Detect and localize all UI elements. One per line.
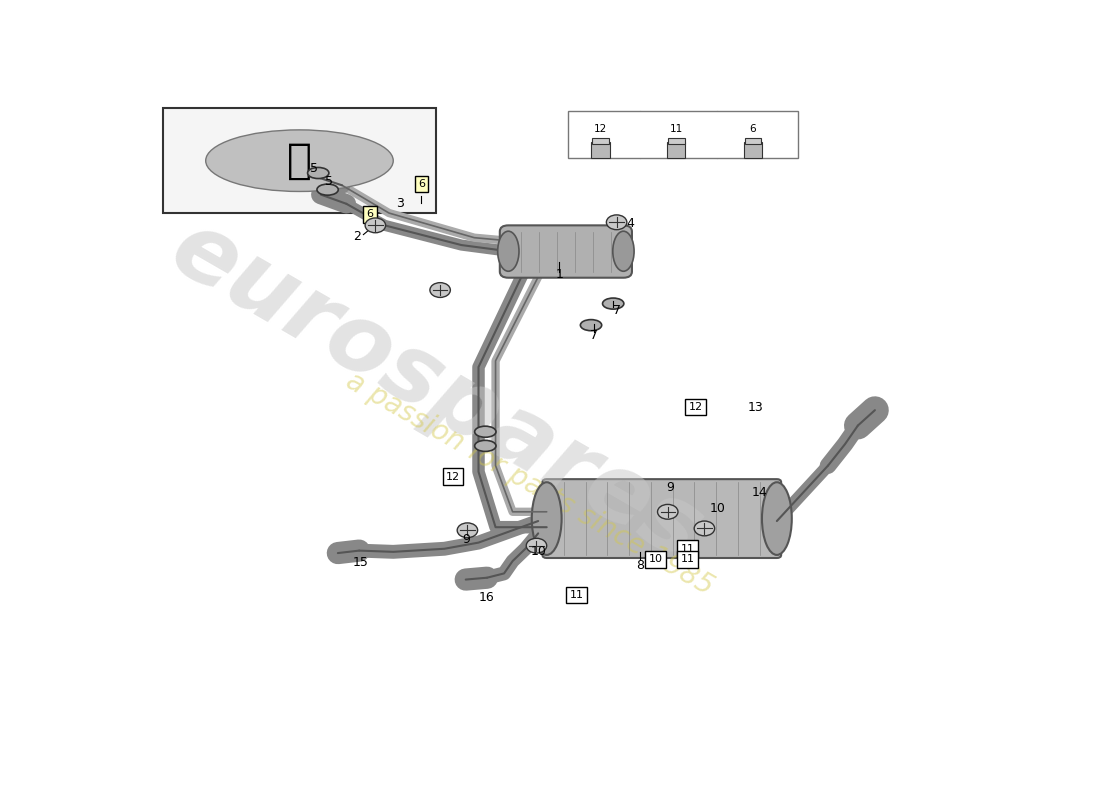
Text: 11: 11 <box>681 544 694 554</box>
Ellipse shape <box>206 130 394 191</box>
Text: 4: 4 <box>626 217 635 230</box>
Text: a passion for parts since 1985: a passion for parts since 1985 <box>341 367 718 601</box>
Text: 7: 7 <box>590 329 597 342</box>
Text: 12: 12 <box>594 125 607 134</box>
Text: 9: 9 <box>462 533 470 546</box>
Text: 7: 7 <box>614 304 622 317</box>
Text: 11: 11 <box>681 554 694 564</box>
FancyBboxPatch shape <box>592 138 608 144</box>
Circle shape <box>430 282 450 298</box>
Ellipse shape <box>762 482 792 555</box>
Text: 15: 15 <box>353 557 369 570</box>
Circle shape <box>694 521 715 536</box>
Circle shape <box>526 538 547 553</box>
Text: 14: 14 <box>752 486 768 499</box>
Text: 13: 13 <box>748 401 763 414</box>
Ellipse shape <box>475 440 496 451</box>
Text: eurospares: eurospares <box>154 202 717 581</box>
Ellipse shape <box>475 426 496 438</box>
FancyBboxPatch shape <box>667 142 685 158</box>
FancyBboxPatch shape <box>163 108 436 213</box>
FancyBboxPatch shape <box>591 142 609 158</box>
Text: 6: 6 <box>418 179 425 189</box>
FancyBboxPatch shape <box>568 111 799 158</box>
Ellipse shape <box>317 184 339 195</box>
Text: 11: 11 <box>570 590 583 600</box>
Text: 5: 5 <box>326 174 333 187</box>
FancyBboxPatch shape <box>744 142 762 158</box>
FancyBboxPatch shape <box>499 226 631 278</box>
Text: 🚙: 🚙 <box>287 140 312 182</box>
Text: 12: 12 <box>446 472 460 482</box>
Text: 11: 11 <box>670 125 683 134</box>
Circle shape <box>658 505 678 519</box>
Text: 10: 10 <box>649 554 663 564</box>
FancyBboxPatch shape <box>745 138 761 144</box>
Text: 6: 6 <box>750 125 757 134</box>
Ellipse shape <box>308 167 329 178</box>
Text: 8: 8 <box>637 559 645 572</box>
Text: 5: 5 <box>310 162 318 175</box>
Ellipse shape <box>581 320 602 330</box>
Text: 2: 2 <box>353 230 362 243</box>
Ellipse shape <box>531 482 562 555</box>
Text: 12: 12 <box>689 402 703 412</box>
Ellipse shape <box>497 231 519 271</box>
Text: 3: 3 <box>396 197 404 210</box>
Text: 10: 10 <box>710 502 725 515</box>
Circle shape <box>606 215 627 230</box>
FancyBboxPatch shape <box>542 479 781 558</box>
Text: 16: 16 <box>480 591 495 604</box>
Text: 10: 10 <box>530 546 546 558</box>
Ellipse shape <box>603 298 624 309</box>
Text: 1: 1 <box>556 268 563 281</box>
Circle shape <box>458 523 477 538</box>
Text: 9: 9 <box>667 481 674 494</box>
Ellipse shape <box>613 231 634 271</box>
Circle shape <box>365 218 386 233</box>
Text: 6: 6 <box>366 210 374 219</box>
FancyBboxPatch shape <box>668 138 684 144</box>
